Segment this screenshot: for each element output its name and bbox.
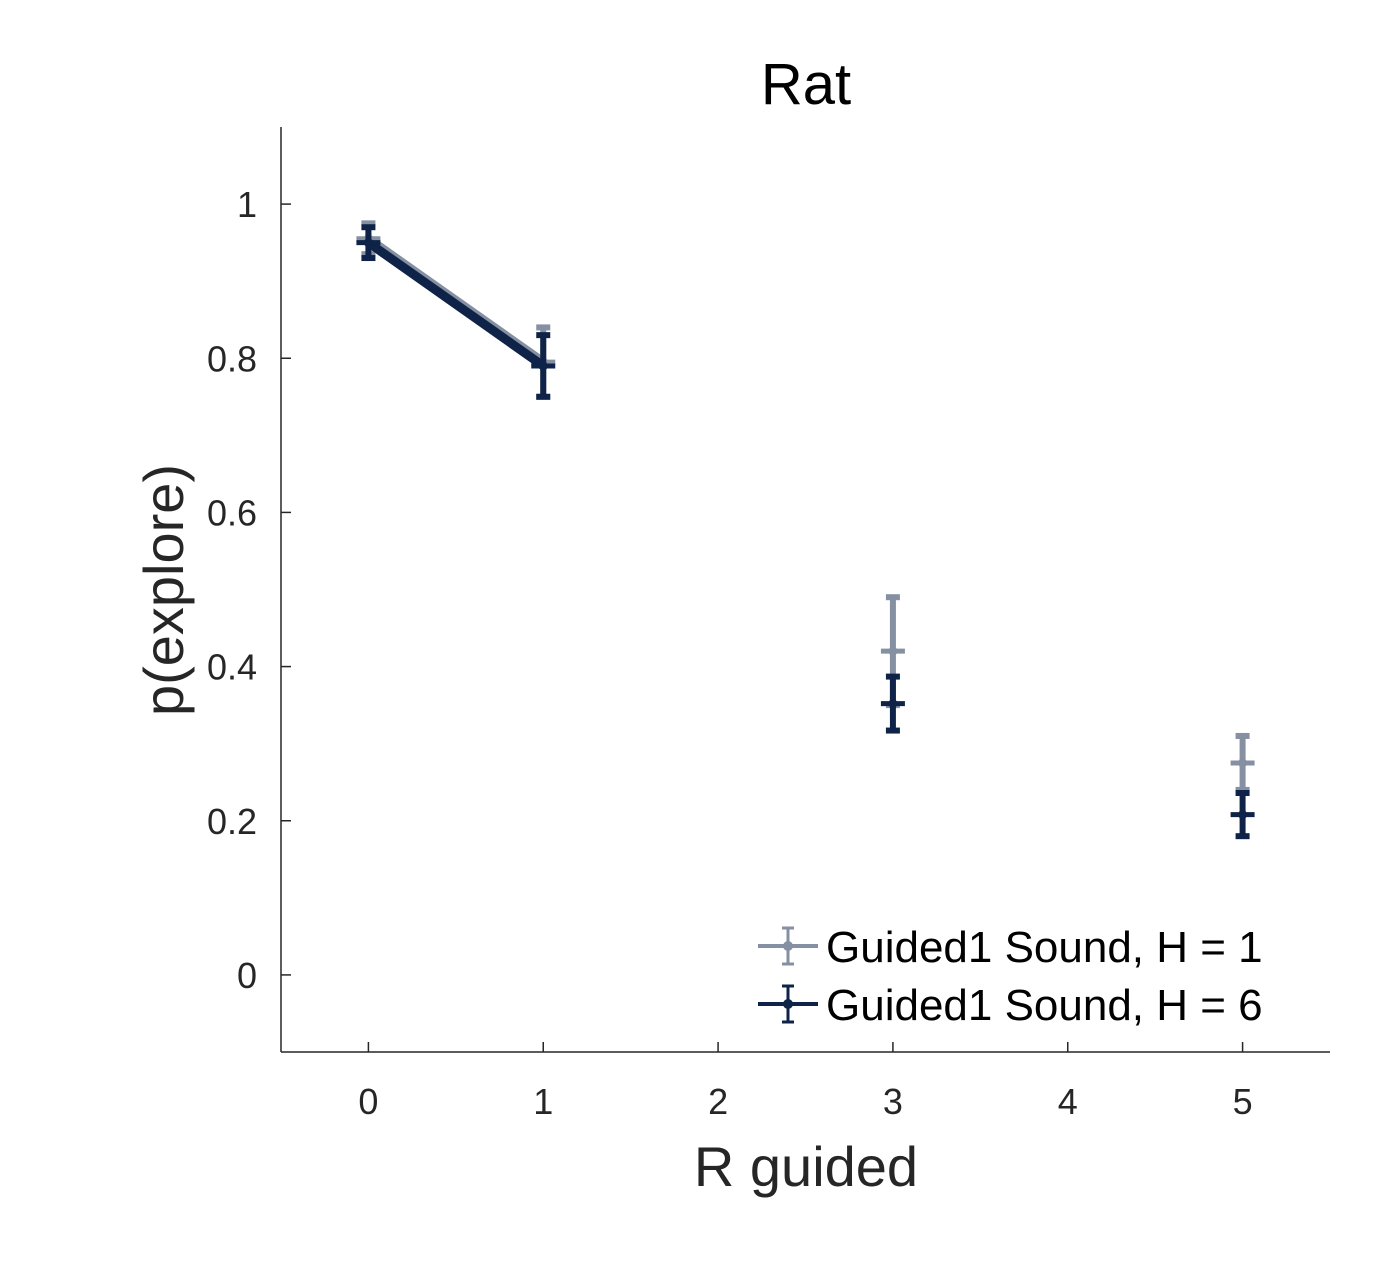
y-tick-label: 0.2 <box>207 801 257 842</box>
y-axis-label: p(explore) <box>132 464 195 716</box>
series-h6 <box>356 224 1255 840</box>
series-h1 <box>356 220 1255 793</box>
x-tick-label: 3 <box>883 1081 903 1122</box>
series-line <box>363 238 548 371</box>
series-layer <box>356 220 1255 840</box>
data-point <box>1238 758 1248 768</box>
legend-label-h1: Guided1 Sound, H = 1 <box>826 923 1263 972</box>
x-tick-label: 5 <box>1233 1081 1253 1122</box>
data-point <box>888 646 898 656</box>
x-tick-label: 2 <box>708 1081 728 1122</box>
data-point <box>888 699 898 709</box>
legend: Guided1 Sound, H = 1 Guided1 Sound, H = … <box>758 923 1263 1030</box>
legend-item-h6: Guided1 Sound, H = 6 <box>758 981 1263 1030</box>
legend-marker-h1 <box>783 941 793 951</box>
chart-title: Rat <box>761 52 851 117</box>
y-ticks: 0 0.2 0.4 0.6 0.8 1 <box>207 184 291 996</box>
legend-marker-h6 <box>783 999 793 1009</box>
x-tick-label: 1 <box>533 1081 553 1122</box>
x-ticks: 0 1 2 3 4 5 <box>358 1042 1253 1122</box>
x-axis-label: R guided <box>694 1135 918 1198</box>
data-point <box>538 361 548 371</box>
legend-item-h1: Guided1 Sound, H = 1 <box>758 923 1263 972</box>
y-tick-label: 1 <box>237 184 257 225</box>
x-tick-label: 0 <box>358 1081 378 1122</box>
data-point <box>363 238 373 248</box>
axes <box>280 127 1330 1053</box>
y-tick-label: 0 <box>237 955 257 996</box>
y-tick-label: 0.4 <box>207 647 257 688</box>
y-tick-label: 0.8 <box>207 338 257 379</box>
data-point <box>1238 810 1248 820</box>
y-tick-label: 0.6 <box>207 492 257 533</box>
x-tick-label: 4 <box>1058 1081 1078 1122</box>
legend-label-h6: Guided1 Sound, H = 6 <box>826 981 1263 1030</box>
